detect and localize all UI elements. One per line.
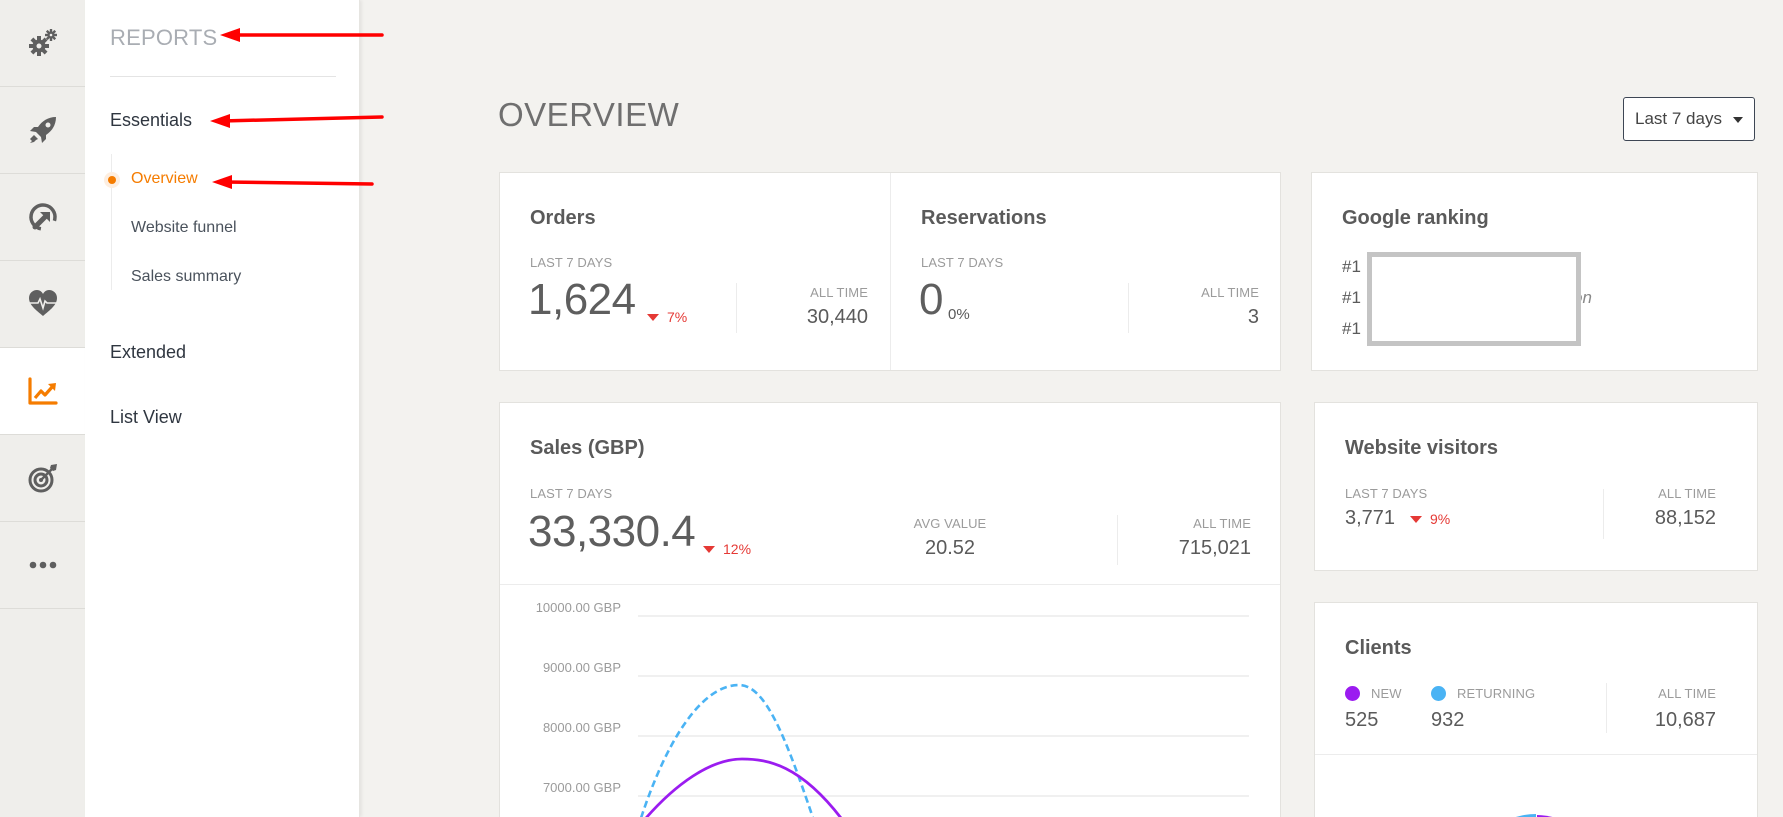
sales-divider — [1117, 515, 1118, 565]
rocket-icon — [29, 117, 56, 143]
sales-alltime-value: 715,021 — [1178, 537, 1251, 559]
rail-item-goals[interactable] — [0, 435, 85, 522]
sales-value: 33,330.4 — [528, 507, 696, 556]
visitors-divider — [1603, 489, 1604, 539]
clients-divider — [1606, 683, 1607, 733]
icon-rail — [0, 0, 85, 817]
rail-item-redirect[interactable] — [0, 174, 85, 261]
subnav-item-website-funnel[interactable]: Website funnel — [131, 219, 237, 236]
clients-returning-label: RETURNING — [1457, 686, 1536, 701]
gears-icon — [28, 29, 57, 56]
clients-new-label: NEW — [1371, 686, 1402, 701]
sales-card: Sales (GBP) LAST 7 DAYS 33,330.4 12% AVG… — [499, 402, 1281, 817]
card-split-divider — [890, 173, 891, 370]
sales-title: Sales (GBP) — [530, 437, 645, 459]
heart-pulse-icon — [28, 290, 57, 316]
sales-avg-label: AVG VALUE — [913, 516, 987, 531]
visitors-alltime-label: ALL TIME — [1658, 486, 1716, 501]
clients-alltime-value: 10,687 — [1654, 709, 1716, 731]
down-triangle-icon — [1410, 515, 1422, 523]
website-visitors-card: Website visitors LAST 7 DAYS 3,771 9% AL… — [1314, 402, 1758, 571]
clients-card: Clients NEW 525 RETURNING 932 ALL TIME 1… — [1314, 602, 1758, 817]
ellipsis-icon — [29, 561, 56, 569]
section-list-view[interactable]: List View — [110, 407, 182, 427]
ranking-row-3: #1 — [1342, 319, 1361, 338]
visitors-delta-value: 9% — [1430, 511, 1451, 527]
reservations-value: 0 — [919, 275, 943, 324]
orders-value: 1,624 — [528, 275, 636, 324]
reservations-alltime-value: 3 — [1247, 306, 1259, 328]
visitors-title: Website visitors — [1345, 437, 1499, 459]
active-bullet-icon — [108, 176, 116, 184]
visitors-delta: 9% — [1410, 511, 1450, 527]
clients-new-value: 525 — [1345, 709, 1379, 731]
clients-title: Clients — [1345, 637, 1412, 659]
section-extended[interactable]: Extended — [110, 342, 187, 362]
rail-item-health[interactable] — [0, 261, 85, 348]
sales-line-chart — [638, 615, 1249, 817]
down-triangle-icon — [647, 313, 659, 321]
rail-item-reports[interactable] — [0, 348, 85, 435]
rail-item-more[interactable] — [0, 522, 85, 609]
ranking-row-1: #1 — [1342, 257, 1361, 276]
visitors-alltime-value: 88,152 — [1654, 507, 1716, 529]
sales-delta-value: 12% — [723, 541, 752, 557]
reservations-alltime-label: ALL TIME — [1201, 285, 1259, 300]
returning-legend-dot-icon — [1431, 686, 1446, 701]
line-chart-icon — [27, 377, 58, 405]
ranking-row-2: #1 — [1342, 288, 1361, 307]
reservations-period-label: LAST 7 DAYS — [921, 255, 1004, 270]
reports-panel: REPORTS Essentials Overview Website funn… — [85, 0, 360, 817]
y-tick-10000: 10000.00 GBP — [535, 600, 621, 615]
reservations-divider — [1128, 283, 1129, 333]
date-range-dropdown[interactable]: Last 7 days — [1623, 97, 1755, 141]
sales-chart-divider — [500, 584, 1280, 585]
google-ranking-title: Google ranking — [1342, 207, 1489, 229]
sales-alltime-label: ALL TIME — [1193, 516, 1251, 531]
orders-reservations-card: Orders LAST 7 DAYS 1,624 7% ALL TIME 30,… — [499, 172, 1281, 371]
y-tick-8000: 8000.00 GBP — [542, 720, 621, 735]
y-tick-7000: 7000.00 GBP — [542, 780, 621, 795]
reservations-title: Reservations — [921, 207, 1047, 229]
caret-down-icon — [1733, 117, 1743, 123]
page-title: OVERVIEW — [498, 96, 680, 133]
orders-delta-value: 7% — [667, 309, 688, 325]
subnav-line — [111, 154, 112, 290]
clients-alltime-label: ALL TIME — [1658, 686, 1716, 701]
down-triangle-icon — [703, 545, 715, 553]
target-icon — [28, 464, 57, 493]
visitors-period-label: LAST 7 DAYS — [1345, 486, 1428, 501]
orders-delta: 7% — [647, 309, 687, 325]
subnav-item-sales-summary[interactable]: Sales summary — [131, 268, 242, 285]
visitors-value: 3,771 — [1345, 507, 1396, 529]
orders-period-label: LAST 7 DAYS — [530, 255, 613, 270]
new-legend-dot-icon — [1345, 686, 1360, 701]
current-period-line — [645, 757, 842, 817]
redaction-box — [1367, 252, 1581, 346]
y-tick-9000: 9000.00 GBP — [542, 660, 621, 675]
orders-divider — [736, 283, 737, 333]
rail-item-launch[interactable] — [0, 87, 85, 174]
sales-avg-value: 20.52 — [924, 537, 976, 559]
orders-alltime-label: ALL TIME — [810, 285, 868, 300]
sales-period-label: LAST 7 DAYS — [530, 486, 613, 501]
rail-item-settings[interactable] — [0, 0, 85, 87]
orders-alltime-value: 30,440 — [806, 306, 868, 328]
panel-title: REPORTS — [110, 25, 218, 50]
panel-divider — [110, 76, 336, 77]
orders-title: Orders — [530, 207, 596, 229]
sales-delta: 12% — [703, 541, 751, 557]
clients-returning-value: 932 — [1431, 709, 1465, 731]
circle-arrow-icon — [28, 203, 57, 231]
clients-chart-divider — [1315, 754, 1757, 755]
reservations-delta: 0% — [948, 306, 970, 323]
previous-period-line — [639, 683, 815, 817]
clients-pie-chart — [1515, 814, 1553, 817]
section-essentials[interactable]: Essentials — [110, 110, 193, 130]
date-range-value: Last 7 days — [1635, 109, 1722, 128]
subnav-item-overview[interactable]: Overview — [131, 170, 198, 187]
